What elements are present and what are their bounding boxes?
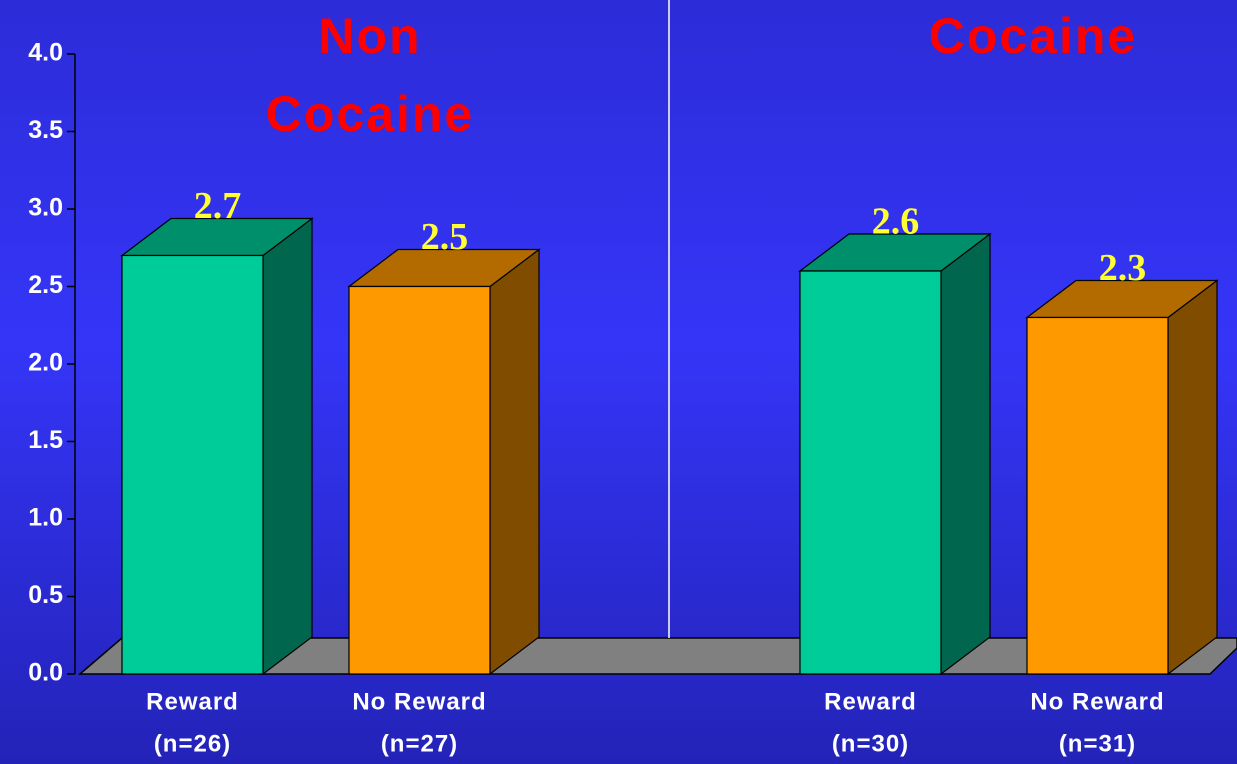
group-title: Cocaine <box>929 8 1138 64</box>
sample-size: (n=30) <box>832 730 909 757</box>
sample-size: (n=31) <box>1059 730 1136 757</box>
bar-front <box>799 270 942 675</box>
y-tick-label: 3.0 <box>28 194 63 222</box>
y-tick-label: 0.5 <box>28 581 63 609</box>
bar-side <box>940 232 991 676</box>
group-title: Cocaine <box>266 86 475 142</box>
value-label: 2.3 <box>1099 247 1147 289</box>
y-tick-label: 3.5 <box>28 116 63 144</box>
bar-side <box>489 248 540 676</box>
x-tick-label: Reward <box>146 688 239 715</box>
sample-size: (n=26) <box>154 730 231 757</box>
y-tick-label: 2.0 <box>28 349 63 377</box>
bar-front <box>121 254 264 675</box>
y-tick-label: 4.0 <box>28 39 63 67</box>
bar-side <box>1167 279 1218 676</box>
value-label: 2.5 <box>421 216 469 258</box>
value-label: 2.7 <box>194 185 242 227</box>
bar-side <box>262 217 313 676</box>
value-label: 2.6 <box>872 201 920 243</box>
bar-front <box>1026 316 1169 675</box>
group-title: Non <box>318 8 421 64</box>
x-tick-label: No Reward <box>1030 688 1164 715</box>
y-tick-label: 0.0 <box>28 659 63 687</box>
x-tick-label: Reward <box>824 688 917 715</box>
y-tick-label: 2.5 <box>28 271 63 299</box>
y-tick-label: 1.0 <box>28 504 63 532</box>
y-tick-label: 1.5 <box>28 426 63 454</box>
bar-front <box>348 285 491 675</box>
sample-size: (n=27) <box>381 730 458 757</box>
x-tick-label: No Reward <box>352 688 486 715</box>
